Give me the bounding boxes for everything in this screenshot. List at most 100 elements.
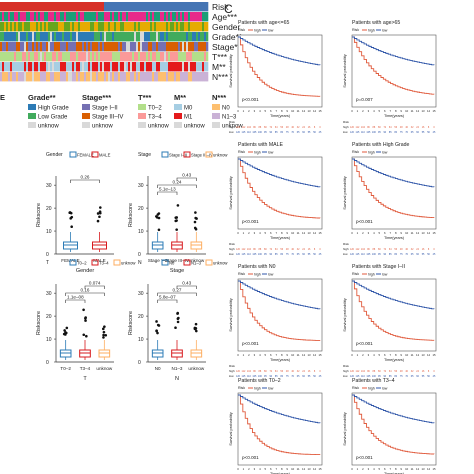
legend-swatch (174, 104, 182, 110)
heatmap-cell (174, 62, 177, 72)
km-risk-count: 88 (373, 248, 376, 251)
heatmap-cell (36, 42, 39, 52)
heatmap-cell (118, 42, 121, 52)
heatmap-cell (96, 32, 99, 42)
heatmap-cell (104, 2, 107, 12)
boxplot-legend-label: Stage III–IV (191, 153, 213, 158)
km-x-tick-label: 1 (243, 231, 245, 235)
heatmap-cell (64, 72, 67, 82)
km-pvalue: p<0.001 (356, 219, 373, 224)
boxplot-outlier (102, 330, 106, 334)
heatmap-row (0, 52, 209, 62)
heatmap-cell (158, 22, 161, 32)
km-risk-count: 55 (308, 375, 311, 378)
km-risk-count: 32 (411, 370, 414, 373)
km-risk-count: 70 (405, 253, 408, 256)
km-risk-count: 96 (253, 126, 256, 129)
km-risk-count: 120 (236, 248, 241, 251)
km-x-tick-label: 0 (351, 353, 353, 357)
km-risk-count: 48 (400, 248, 403, 251)
heatmap-cell (112, 72, 115, 82)
heatmap-cell (122, 12, 125, 22)
heatmap-cell (50, 52, 53, 62)
heatmap-cell (12, 42, 15, 52)
km-risk-count: 112 (242, 370, 246, 373)
km-risk-table-label: low (229, 130, 234, 134)
pvalue-label: 0.43 (182, 173, 191, 178)
heatmap-cell (170, 32, 173, 42)
km-x-tick-label: 4 (373, 231, 375, 235)
km-x-tick-label: 6 (384, 231, 386, 235)
heatmap-cell (184, 12, 187, 22)
km-x-tick-label: 11 (297, 231, 300, 235)
km-x-tick-label: 15 (432, 109, 436, 113)
heatmap-row-labels: RiskAge***GenderGrade**Stage***T***M**N*… (212, 2, 245, 82)
heatmap-cell (66, 62, 69, 72)
heatmap-cell (150, 72, 153, 82)
legend-item-label: M0 (184, 106, 193, 112)
heatmap-cell (20, 22, 23, 32)
km-x-tick-label: 13 (308, 467, 312, 471)
heatmap-cell (16, 12, 19, 22)
boxplot-y-tick-label: 0 (46, 360, 49, 366)
heatmap-cell (146, 42, 149, 52)
heatmap-cell (138, 2, 141, 12)
heatmap-cell (24, 72, 27, 82)
heatmap-cell (42, 72, 45, 82)
legend-item-label: M1 (184, 115, 193, 121)
heatmap-cell (106, 22, 109, 32)
heatmap-cell (102, 22, 105, 32)
km-risk-table-label: Risk (229, 242, 235, 246)
boxplot-category-label: MALE (93, 258, 106, 263)
km-y-label: Survival probability (228, 54, 233, 88)
heatmap-cell (190, 72, 193, 82)
heatmap-cell (154, 72, 157, 82)
km-x-label: Time(years) (384, 114, 405, 118)
heatmap-cell (176, 42, 179, 52)
heatmap-cell (110, 72, 113, 82)
heatmap-cell (40, 72, 43, 82)
heatmap-cell (196, 22, 199, 32)
heatmap-cell (198, 22, 201, 32)
heatmap-cell (14, 52, 17, 62)
heatmap-cell (76, 72, 79, 82)
km-risk-count: 72 (383, 370, 386, 373)
boxplot-outlier (85, 334, 88, 338)
km-risk-count: 88 (259, 370, 262, 373)
heatmap-cell (190, 32, 193, 42)
km-x-tick-label: 11 (297, 467, 300, 471)
heatmap-row (0, 72, 209, 82)
heatmap-cell (48, 12, 51, 22)
heatmap-cell (144, 72, 147, 82)
heatmap-cell (62, 2, 65, 12)
km-x-tick-label: 9 (286, 109, 288, 113)
km-risk-count: 115 (242, 131, 246, 134)
heatmap-cell (104, 62, 107, 72)
heatmap-cell (194, 72, 197, 82)
km-risk-count: 45 (433, 375, 436, 378)
km-panel: Patients with T3–4 Risk high low Survival pr… (342, 378, 437, 474)
heatmap-cell (186, 22, 189, 32)
pvalue-bracket (176, 177, 197, 181)
heatmap-cell (166, 12, 169, 22)
heatmap-cell (206, 22, 209, 32)
heatmap-cell (58, 72, 61, 82)
heatmap-cell (38, 2, 41, 12)
heatmap-cell (96, 62, 99, 72)
heatmap-cell (46, 72, 49, 82)
heatmap-cell (76, 62, 79, 72)
boxplot-legend-swatch (91, 259, 99, 266)
km-risk-count: 75 (286, 375, 289, 378)
km-x-tick-label: 4 (373, 353, 375, 357)
heatmap-cell (50, 42, 53, 52)
boxplot-panel: T T0–2 T3–4 unknow 0 10 20 30 Riskscore T T0–2 T3–4… (36, 259, 136, 382)
heatmap-cell (202, 2, 205, 12)
km-x-tick-label: 6 (270, 353, 272, 357)
heatmap-cell (114, 12, 117, 22)
km-x-tick-label: 8 (395, 353, 397, 357)
heatmap-cell (40, 62, 43, 72)
heatmap-cell (198, 42, 201, 52)
heatmap-cell (86, 42, 89, 52)
heatmap-cell (182, 52, 185, 62)
